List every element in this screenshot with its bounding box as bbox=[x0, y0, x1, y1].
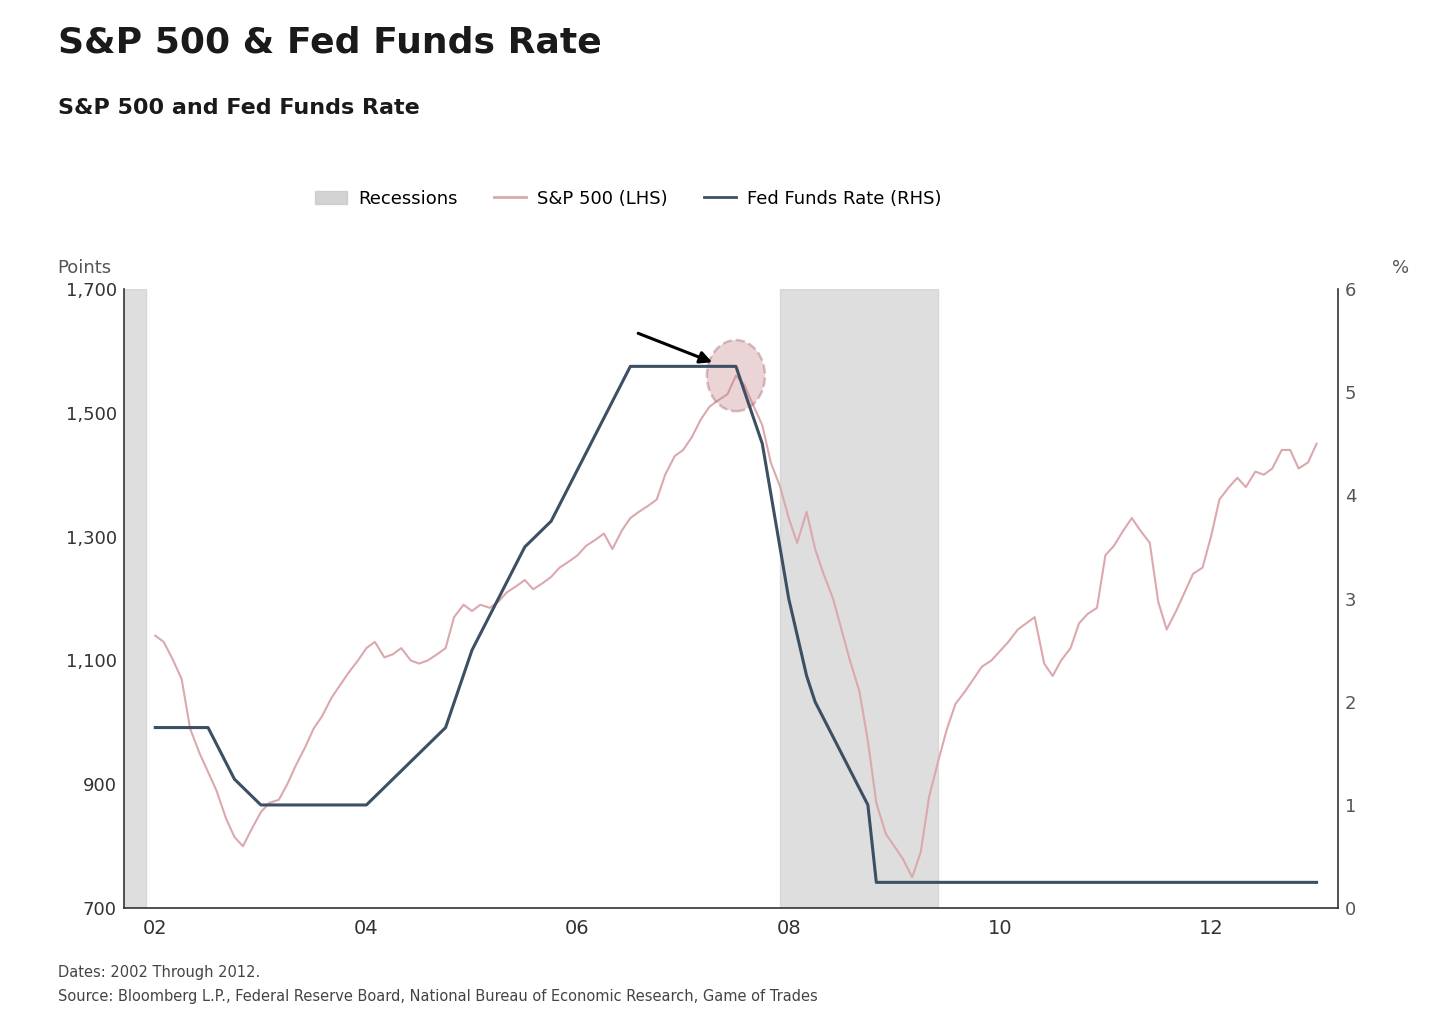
Text: Dates: 2002 Through 2012.: Dates: 2002 Through 2012. bbox=[58, 965, 260, 980]
Bar bbox=[779, 289, 938, 908]
Text: %: % bbox=[1393, 259, 1409, 277]
Ellipse shape bbox=[707, 340, 765, 411]
Text: Source: Bloomberg L.P., Federal Reserve Board, National Bureau of Economic Resea: Source: Bloomberg L.P., Federal Reserve … bbox=[58, 989, 819, 1004]
Text: Points: Points bbox=[57, 259, 111, 277]
Legend: Recessions, S&P 500 (LHS), Fed Funds Rate (RHS): Recessions, S&P 500 (LHS), Fed Funds Rat… bbox=[314, 190, 942, 207]
Text: S&P 500 and Fed Funds Rate: S&P 500 and Fed Funds Rate bbox=[58, 98, 420, 118]
Bar bbox=[112, 289, 147, 908]
Text: S&P 500 & Fed Funds Rate: S&P 500 & Fed Funds Rate bbox=[58, 26, 602, 60]
